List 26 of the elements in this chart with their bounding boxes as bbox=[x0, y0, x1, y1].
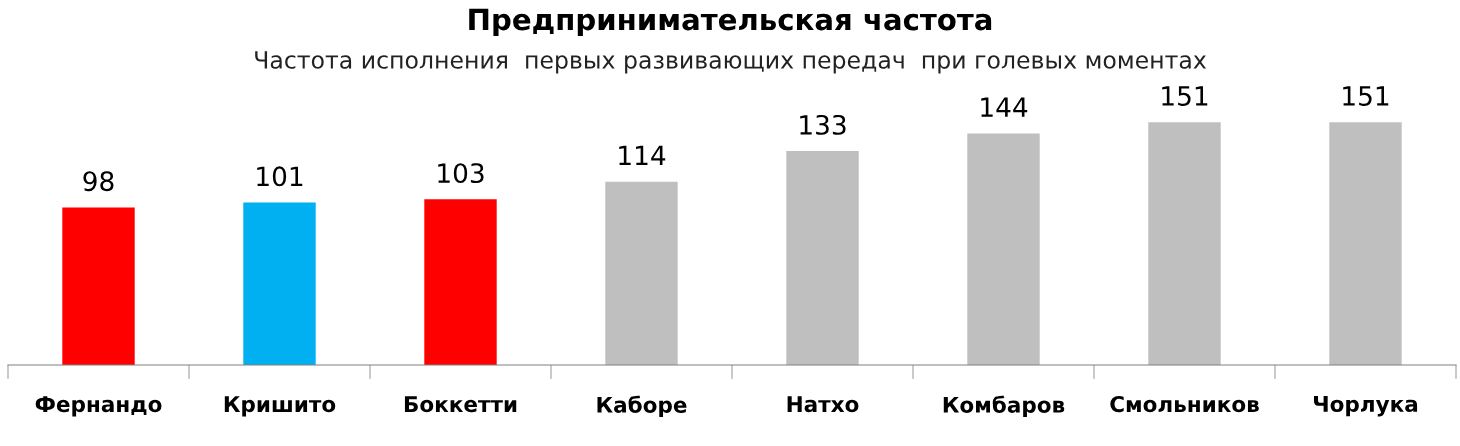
bar bbox=[605, 181, 678, 365]
x-tick-label: Комбаров bbox=[943, 395, 1065, 418]
chart-subtitle: Частота исполнения первых развивающих передач при голевых моментах bbox=[255, 51, 1207, 74]
data-label: 98 bbox=[83, 171, 114, 192]
data-label: 101 bbox=[257, 166, 303, 187]
bar bbox=[1329, 122, 1402, 365]
data-label: 151 bbox=[1343, 86, 1389, 106]
data-label: 151 bbox=[1162, 86, 1208, 106]
x-tick-label: Смольников bbox=[1110, 395, 1259, 413]
bar bbox=[424, 199, 497, 365]
x-tick-label: Кришито bbox=[224, 396, 336, 417]
x-tick-label: Фернандо bbox=[35, 396, 162, 417]
bar bbox=[243, 202, 316, 365]
bar bbox=[62, 207, 135, 365]
x-tick-label: Боккетти bbox=[404, 396, 517, 413]
x-tick-label: Каборе bbox=[597, 395, 687, 418]
bar bbox=[1148, 122, 1221, 365]
x-tick-label: Чорлука bbox=[1313, 396, 1418, 417]
bar bbox=[786, 151, 859, 365]
chart-title: Предпринимательская частота bbox=[469, 8, 992, 37]
data-label: 114 bbox=[619, 145, 666, 166]
data-label: 144 bbox=[981, 97, 1028, 117]
bar bbox=[967, 133, 1040, 365]
data-label: 103 bbox=[438, 163, 484, 184]
data-label: 133 bbox=[800, 114, 846, 135]
x-tick-label: Натхо bbox=[787, 396, 859, 413]
